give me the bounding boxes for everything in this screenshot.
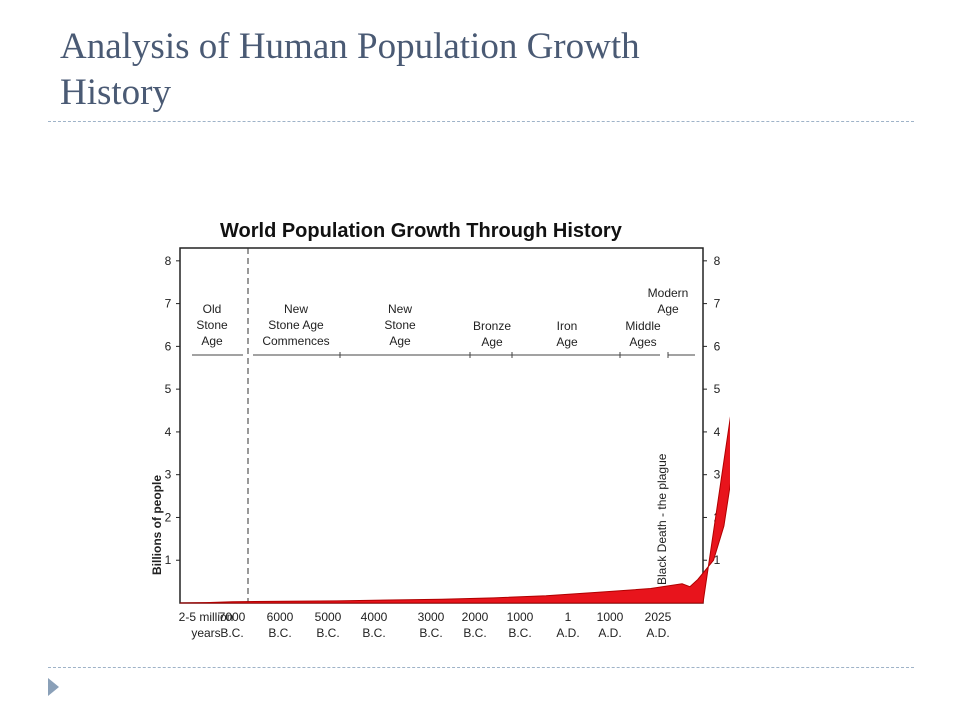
x-tick-label: 7000	[219, 610, 246, 624]
y-tick-label-left: 6	[165, 339, 172, 353]
slide-title: Analysis of Human Population Growth Hist…	[60, 24, 920, 116]
y-tick-label-left: 4	[165, 425, 172, 439]
y-axis-label: Billions of people	[150, 475, 164, 575]
y-tick-label-left: 5	[165, 382, 172, 396]
y-tick-label-right: 6	[714, 339, 721, 353]
x-tick-label: 5000	[315, 610, 342, 624]
y-tick-label-right: 3	[714, 468, 721, 482]
era-label: New Stone Age	[384, 302, 416, 348]
y-tick-label-left: 7	[165, 297, 172, 311]
y-tick-label-right: 1	[714, 553, 721, 567]
x-tick-label: 1000	[507, 610, 534, 624]
x-tick-label-era: B.C.	[316, 626, 339, 640]
x-tick-label-era: B.C.	[508, 626, 531, 640]
triangle-bullet-icon	[48, 678, 59, 696]
slide-title-line1: Analysis of Human Population Growth	[60, 26, 640, 67]
y-tick-label-right: 5	[714, 382, 721, 396]
x-tick-label-era: A.D.	[598, 626, 621, 640]
x-tick-label: 2-5 million	[179, 610, 234, 624]
era-label: Modern Age	[648, 286, 689, 316]
y-tick-label-right: 4	[714, 425, 721, 439]
x-tick-label-era: A.D.	[646, 626, 669, 640]
y-tick-label-right: 8	[714, 254, 721, 268]
x-tick-label: 4000	[361, 610, 388, 624]
x-tick-label: 6000	[267, 610, 294, 624]
y-tick-label-right: 7	[714, 297, 721, 311]
bottom-divider	[48, 667, 914, 668]
black-death-annotation: Black Death - the plague	[655, 453, 669, 585]
x-tick-label-era: B.C.	[419, 626, 442, 640]
era-label: Old Stone Age	[196, 302, 228, 348]
x-tick-label-era: years	[191, 626, 220, 640]
x-tick-label: 1000	[597, 610, 624, 624]
era-label: Bronze Age	[473, 319, 511, 349]
slide-title-line2: History	[60, 72, 171, 113]
x-tick-label: 1	[565, 610, 572, 624]
title-divider	[48, 121, 914, 122]
era-label: Iron Age	[556, 319, 578, 349]
era-label: New Stone Age Commences	[262, 302, 329, 348]
x-tick-label-era: B.C.	[220, 626, 243, 640]
y-tick-label-left: 1	[165, 553, 172, 567]
plot-frame	[179, 247, 704, 604]
era-label: Middle Ages	[625, 319, 661, 349]
population-chart: World Population Growth Through History …	[150, 220, 730, 640]
x-tick-label: 3000	[418, 610, 445, 624]
y-tick-label-left: 3	[165, 468, 172, 482]
population-area	[179, 416, 730, 604]
chart-title: World Population Growth Through History	[220, 220, 623, 242]
x-tick-label: 2000	[462, 610, 489, 624]
y-tick-label-left: 2	[165, 510, 172, 524]
x-tick-label-era: A.D.	[556, 626, 579, 640]
x-tick-label: 2025	[645, 610, 672, 624]
x-tick-label-era: B.C.	[362, 626, 385, 640]
y-tick-label-left: 8	[165, 254, 172, 268]
x-tick-label-era: B.C.	[463, 626, 486, 640]
x-tick-label-era: B.C.	[268, 626, 291, 640]
